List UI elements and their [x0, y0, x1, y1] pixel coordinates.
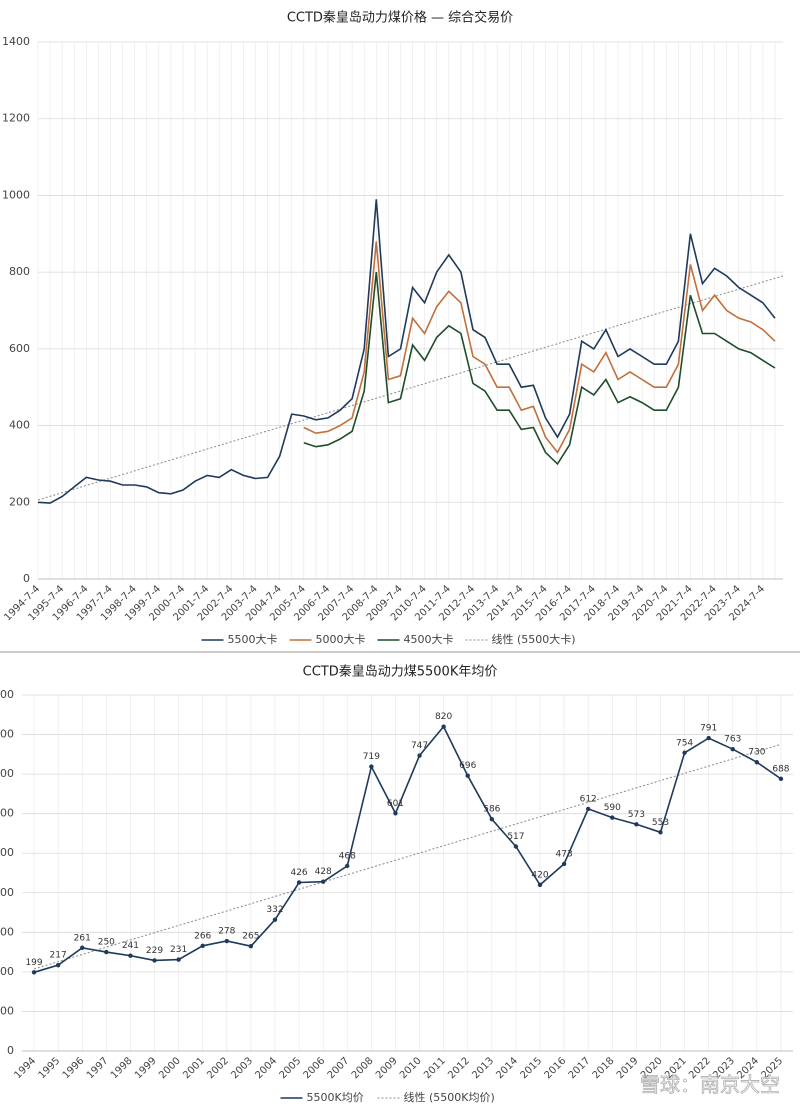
point — [465, 773, 470, 778]
y-tick-label: 1000 — [2, 188, 30, 201]
series-line — [303, 272, 776, 466]
y-tick-label: 500 — [0, 846, 14, 859]
data-label: 241 — [122, 941, 139, 951]
point — [634, 822, 639, 827]
chart-title: CCTD秦皇岛动力煤价格 — 综合交易价 — [287, 10, 513, 26]
legend-label: 5500K均价 — [307, 1091, 364, 1104]
data-label: 229 — [146, 946, 163, 956]
legend-label: 线性 (5500K均价) — [404, 1090, 495, 1104]
y-tick-label: 400 — [9, 419, 30, 432]
watermark: 雪球：南京大空 — [640, 1073, 780, 1097]
point — [55, 962, 61, 968]
point — [417, 753, 422, 758]
legend-label: 线性 (5500大卡) — [492, 632, 576, 646]
point — [658, 830, 663, 835]
data-label: 265 — [242, 932, 259, 942]
data-label: 231 — [170, 945, 187, 955]
series-line — [303, 241, 776, 454]
point — [778, 776, 784, 782]
point — [128, 953, 133, 958]
point — [610, 815, 615, 820]
data-label: 754 — [676, 738, 693, 748]
data-label: 763 — [724, 735, 741, 745]
data-label: 586 — [483, 805, 500, 815]
data-label: 332 — [266, 905, 283, 915]
y-tick-label: 600 — [9, 342, 30, 355]
data-label: 266 — [194, 931, 211, 941]
y-tick-label: 200 — [0, 965, 14, 978]
y-tick-label: 0 — [7, 1044, 14, 1057]
data-label: 468 — [339, 851, 356, 861]
data-label: 517 — [507, 832, 524, 842]
point — [80, 945, 85, 950]
point — [200, 943, 205, 948]
point — [561, 861, 567, 867]
data-label: 719 — [363, 752, 380, 762]
data-label: 730 — [748, 748, 765, 758]
data-label: 199 — [25, 958, 42, 968]
point — [489, 817, 495, 822]
data-label: 601 — [387, 799, 404, 809]
data-label: 747 — [411, 741, 428, 751]
legend-label: 4500大卡 — [404, 632, 454, 646]
data-label: 250 — [98, 938, 115, 948]
y-tick-label: 200 — [9, 495, 30, 508]
y-tick-label: 900 — [0, 688, 14, 701]
point — [345, 863, 350, 869]
y-tick-label: 300 — [0, 925, 14, 938]
data-label: 420 — [531, 870, 548, 880]
y-tick-label: 0 — [23, 572, 30, 585]
point — [320, 879, 326, 884]
point — [513, 844, 519, 849]
point — [272, 917, 278, 922]
series-line — [37, 199, 776, 504]
y-tick-label: 800 — [9, 265, 30, 278]
data-label: 688 — [772, 764, 789, 774]
data-label: 428 — [315, 867, 332, 877]
series-line — [33, 725, 782, 974]
point — [393, 811, 398, 816]
data-label: 473 — [556, 849, 573, 859]
data-label: 261 — [74, 933, 91, 943]
y-tick-label: 800 — [0, 728, 14, 741]
point — [224, 938, 229, 944]
point — [537, 882, 543, 888]
y-tick-label: 600 — [0, 807, 14, 820]
point — [682, 750, 687, 755]
point — [706, 735, 711, 741]
point — [441, 724, 446, 729]
point — [586, 806, 591, 812]
point — [176, 957, 181, 962]
data-label: 820 — [435, 712, 452, 722]
trend-line — [33, 743, 782, 970]
point — [369, 764, 374, 769]
data-label: 278 — [218, 927, 235, 937]
y-tick-label: 700 — [0, 767, 14, 780]
data-label: 553 — [652, 818, 669, 828]
y-tick-label: 400 — [0, 886, 14, 899]
data-label: 696 — [459, 761, 476, 771]
y-tick-label: 100 — [0, 1004, 14, 1017]
data-label: 612 — [580, 794, 597, 804]
data-label: 791 — [700, 724, 717, 734]
point — [296, 880, 302, 885]
point — [31, 970, 37, 975]
data-label: 590 — [604, 803, 621, 813]
point — [152, 958, 157, 963]
data-label: 426 — [290, 868, 307, 878]
point — [104, 949, 109, 955]
trend-line — [37, 275, 784, 501]
y-tick-label: 1200 — [2, 112, 30, 125]
point — [730, 746, 735, 752]
data-label: 573 — [628, 810, 645, 820]
chart-title: CCTD秦皇岛动力煤5500K年均价 — [303, 664, 498, 680]
legend-label: 5500大卡 — [228, 632, 278, 646]
point — [754, 760, 760, 765]
data-label: 217 — [50, 951, 67, 961]
y-tick-label: 1400 — [2, 35, 30, 48]
legend-label: 5000大卡 — [316, 632, 366, 646]
point — [248, 943, 254, 949]
